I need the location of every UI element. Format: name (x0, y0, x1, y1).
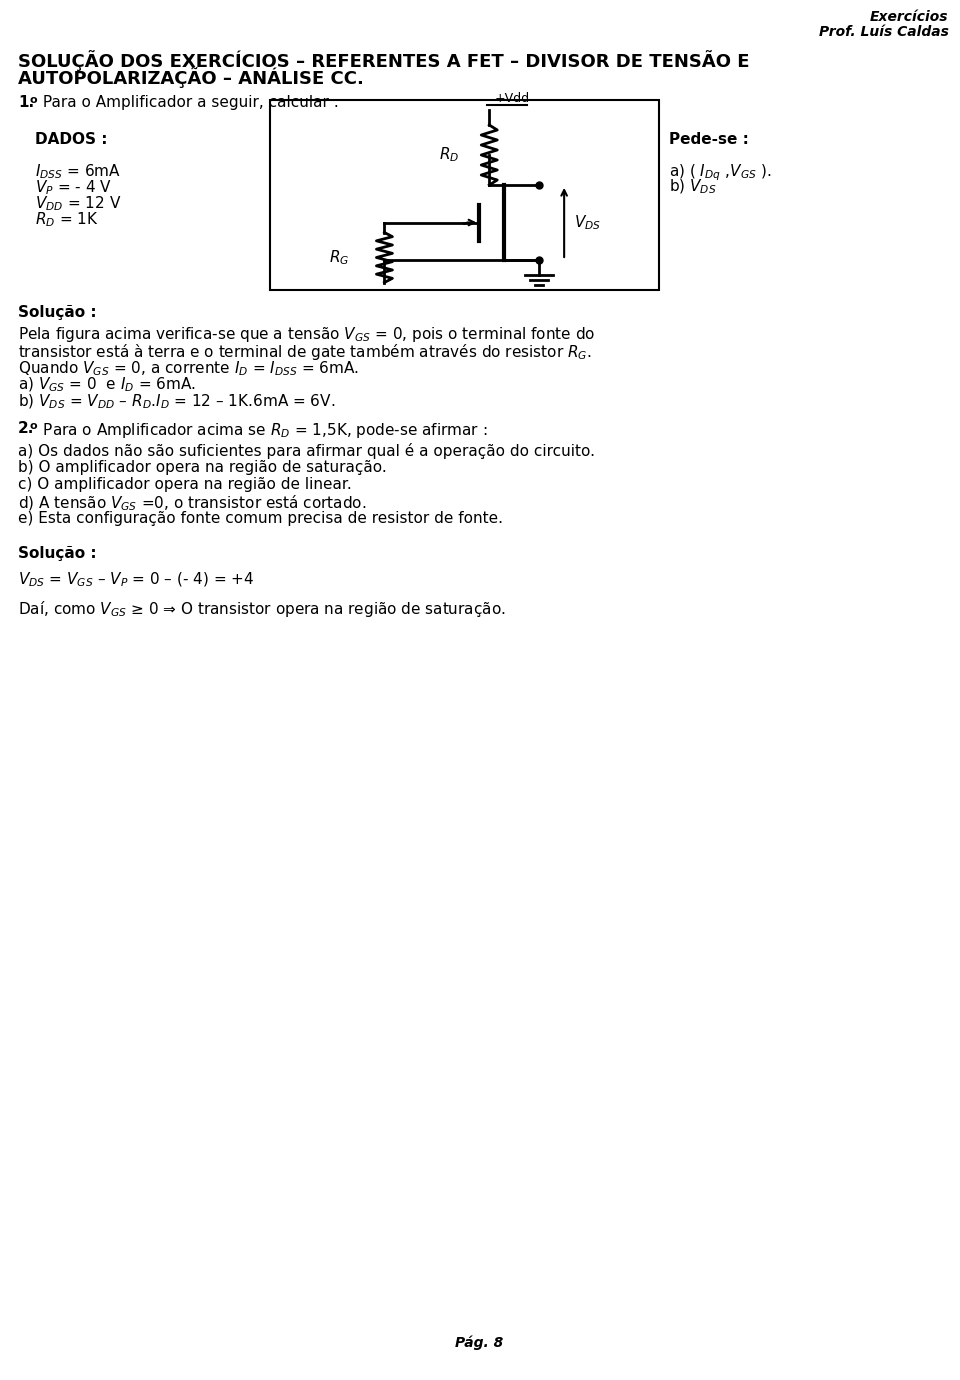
Text: Solução :: Solução : (18, 305, 97, 320)
Text: 1.: 1. (18, 95, 35, 110)
Text: Pág. 8: Pág. 8 (455, 1336, 503, 1350)
Text: AUTOPOLARIZAÇÃO – ANÁLISE CC.: AUTOPOLARIZAÇÃO – ANÁLISE CC. (18, 68, 364, 88)
Text: Daí, como $V_{GS}$ ≥ 0 ⇒ O transistor opera na região de saturação.: Daí, como $V_{GS}$ ≥ 0 ⇒ O transistor op… (18, 599, 506, 620)
Text: d) A tensão $V_{GS}$ =0, o transistor está cortado.: d) A tensão $V_{GS}$ =0, o transistor es… (18, 494, 366, 513)
Text: o: o (30, 421, 37, 431)
Text: $V_{DS}$ = $V_{GS}$ – $V_P$ = 0 – (- 4) = +4: $V_{DS}$ = $V_{GS}$ – $V_P$ = 0 – (- 4) … (18, 571, 254, 589)
Text: $I_{DSS}$ = 6mA: $I_{DSS}$ = 6mA (35, 161, 121, 181)
Text: o: o (30, 95, 37, 105)
Text: 2.: 2. (18, 421, 35, 436)
Text: transistor está à terra e o terminal de gate também através do resistor $R_G$.: transistor está à terra e o terminal de … (18, 342, 591, 362)
Text: e) Esta configuração fonte comum precisa de resistor de fonte.: e) Esta configuração fonte comum precisa… (18, 511, 503, 526)
Text: $R_D$ = 1K: $R_D$ = 1K (35, 210, 99, 229)
Text: $R_D$: $R_D$ (439, 146, 459, 164)
Text: Para o Amplificador acima se $R_D$ = 1,5K, pode-se afirmar :: Para o Amplificador acima se $R_D$ = 1,5… (38, 421, 488, 440)
Text: a) Os dados não são suficientes para afirmar qual é a operação do circuito.: a) Os dados não são suficientes para afi… (18, 443, 595, 460)
Text: a) $V_{GS}$ = 0  e $I_D$ = 6mA.: a) $V_{GS}$ = 0 e $I_D$ = 6mA. (18, 375, 196, 395)
Text: Prof. Luís Caldas: Prof. Luís Caldas (819, 25, 948, 39)
Text: b) $V_{DS}$: b) $V_{DS}$ (669, 178, 716, 196)
Text: Pede-se :: Pede-se : (669, 132, 749, 148)
Text: $R_G$: $R_G$ (329, 248, 349, 266)
Text: SOLUÇÃO DOS EXERCÍCIOS – REFERENTES A FET – DIVISOR DE TENSÃO E: SOLUÇÃO DOS EXERCÍCIOS – REFERENTES A FE… (18, 50, 750, 70)
Text: b) O amplificador opera na região de saturação.: b) O amplificador opera na região de sat… (18, 460, 387, 475)
Text: DADOS :: DADOS : (35, 132, 108, 148)
Text: a) ( $I_{Dq}$ ,$V_{GS}$ ).: a) ( $I_{Dq}$ ,$V_{GS}$ ). (669, 161, 772, 182)
Text: Pela figura acima verifica-se que a tensão $V_{GS}$ = 0, pois o terminal fonte d: Pela figura acima verifica-se que a tens… (18, 326, 595, 344)
Text: Exercícios: Exercícios (870, 10, 948, 23)
Text: $V_{DD}$ = 12 V: $V_{DD}$ = 12 V (35, 195, 121, 213)
Text: b) $V_{DS}$ = $V_{DD}$ – $R_D$.$I_D$ = 12 – 1K.6mA = 6V.: b) $V_{DS}$ = $V_{DD}$ – $R_D$.$I_D$ = 1… (18, 393, 335, 411)
Text: Para o Amplificador a seguir, calcular :: Para o Amplificador a seguir, calcular : (38, 95, 339, 110)
Text: +Vdd: +Vdd (494, 92, 529, 105)
Text: $V_P$ = - 4 V: $V_P$ = - 4 V (35, 178, 112, 197)
Text: c) O amplificador opera na região de linear.: c) O amplificador opera na região de lin… (18, 477, 351, 493)
Text: Quando $V_{GS}$ = 0, a corrente $I_D$ = $I_{DSS}$ = 6mA.: Quando $V_{GS}$ = 0, a corrente $I_D$ = … (18, 359, 359, 378)
Text: Solução :: Solução : (18, 546, 97, 562)
Text: $V_{DS}$: $V_{DS}$ (574, 213, 601, 232)
